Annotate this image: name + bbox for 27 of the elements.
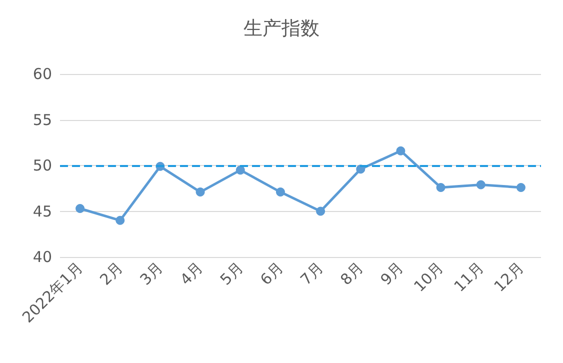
x-tick-label: 5月	[216, 258, 247, 289]
point	[236, 166, 245, 175]
x-tick-label: 9月	[376, 258, 408, 289]
point	[396, 146, 406, 156]
x-tick-label: 4月	[176, 258, 207, 289]
y-tick-label: 55	[32, 110, 52, 129]
x-tick-label: 2月	[96, 258, 126, 289]
point	[276, 188, 285, 197]
x-tick-label: 6月	[256, 258, 287, 289]
x-tick-label: 3月	[136, 258, 167, 289]
x-tick-label: 10月	[410, 258, 448, 296]
x-tick-label: 7月	[296, 258, 327, 289]
point	[476, 180, 486, 190]
y-tick-label: 40	[32, 248, 52, 266]
point	[196, 188, 205, 197]
point	[76, 204, 85, 213]
point	[316, 206, 326, 216]
x-tick-label: 12月	[490, 258, 528, 296]
point	[116, 216, 125, 225]
y-tick-label: 50	[32, 156, 52, 174]
x-tick-label: 8月	[336, 258, 367, 289]
x-tick-label: 11月	[450, 258, 488, 296]
point	[436, 182, 446, 192]
y-tick-label: 45	[32, 202, 52, 220]
point	[516, 182, 526, 192]
chart-title: 生产指数	[244, 18, 320, 40]
y-tick-label: 60	[32, 65, 52, 83]
